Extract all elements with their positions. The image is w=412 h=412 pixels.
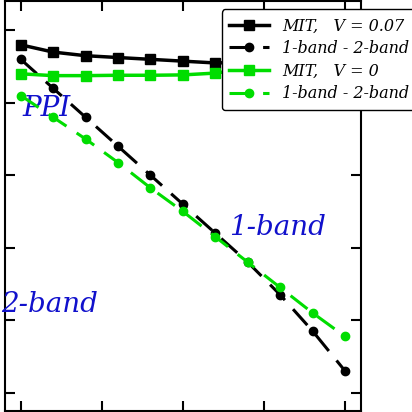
Text: PPI: PPI <box>22 95 71 122</box>
Text: 1-band: 1-band <box>229 214 326 241</box>
Legend: MIT,   V = 0.07, 1-band - 2-band, MIT,   V = 0, 1-band - 2-band: MIT, V = 0.07, 1-band - 2-band, MIT, V =… <box>222 9 412 110</box>
Text: 2-band: 2-band <box>1 291 98 318</box>
